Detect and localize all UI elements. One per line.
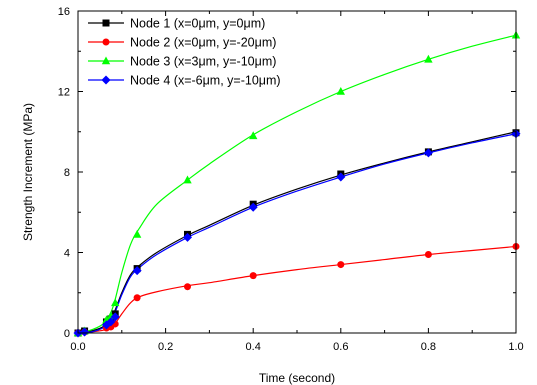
y-tick-label: 16 xyxy=(58,6,70,18)
legend-label-node-4: Node 4 (x=-6μm, y=-10μm) xyxy=(130,74,281,88)
data-point-node-3-5 xyxy=(111,298,120,307)
x-axis-label: Time (second) xyxy=(259,371,335,385)
data-point-node-3-8 xyxy=(249,131,258,140)
series-line-node-4 xyxy=(77,133,517,334)
data-point-node-3-6 xyxy=(132,229,142,238)
y-tick-label: 0 xyxy=(64,328,70,340)
data-point-node-3-9 xyxy=(336,87,345,95)
data-point-node-4-9 xyxy=(336,172,346,182)
data-point-node-4-6 xyxy=(132,266,142,276)
series-line-node-1 xyxy=(77,131,517,334)
data-point-node-4-10 xyxy=(423,148,433,158)
x-tick-label: 0.6 xyxy=(333,341,348,353)
data-point-node-2-9 xyxy=(337,261,345,269)
legend-marker-node-3 xyxy=(101,56,111,65)
x-tick-label: 0.4 xyxy=(246,341,261,353)
data-point-node-4-5 xyxy=(110,312,120,322)
legend-label-node-1: Node 1 (x=0μm, y=0μm) xyxy=(130,17,265,31)
series-markers xyxy=(73,30,521,338)
legend-label-node-2: Node 2 (x=0μm, y=-20μm) xyxy=(130,36,276,50)
x-tick-label: 0.2 xyxy=(158,341,173,353)
data-point-node-4-2 xyxy=(80,327,90,337)
series-line-node-2 xyxy=(77,245,517,334)
data-point-node-3-7 xyxy=(183,175,192,184)
x-tick-labels: 0.0 0.2 0.4 0.6 0.8 1.0 xyxy=(70,341,523,353)
data-point-node-4-7 xyxy=(183,232,192,242)
y-axis-label: Strength Increment (MPa) xyxy=(21,103,35,241)
data-point-node-2-6 xyxy=(133,294,141,302)
x-tick-label: 0.0 xyxy=(70,341,85,353)
x-tick-label: 1.0 xyxy=(508,341,523,353)
data-point-node-2-10 xyxy=(424,251,432,259)
y-tick-label: 4 xyxy=(64,248,70,260)
legend: Node 1 (x=0μm, y=0μm) Node 2 (x=0μm, y=-2… xyxy=(88,17,281,88)
data-point-node-3-10 xyxy=(424,54,433,63)
data-point-node-4-4 xyxy=(106,317,116,327)
data-point-node-2-8 xyxy=(249,272,257,280)
y-tick-label: 12 xyxy=(58,87,70,99)
tick-marks xyxy=(77,10,517,334)
y-tick-labels: 0 4 8 12 16 xyxy=(58,6,70,340)
x-tick-label: 0.8 xyxy=(421,341,436,353)
legend-marker-node-2 xyxy=(102,38,110,46)
data-point-node-4-8 xyxy=(248,202,258,212)
legend-label-node-3: Node 3 (x=3μm, y=-10μm) xyxy=(130,55,276,69)
y-tick-label: 8 xyxy=(64,167,70,179)
legend-marker-node-4 xyxy=(101,75,111,85)
legend-marker-node-1 xyxy=(102,19,110,27)
data-point-node-2-7 xyxy=(184,283,191,291)
